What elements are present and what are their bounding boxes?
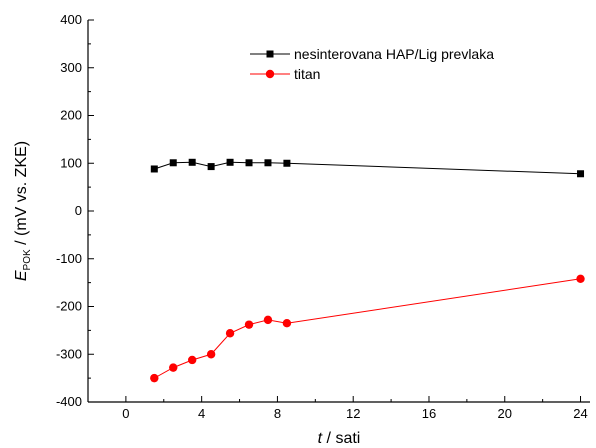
ticks: -400 -300 -200 -100 0 100 200 300 400 0 4 8 12 16 20 24 (56, 12, 588, 421)
data-point-circle (187, 355, 197, 365)
data-point-circle (225, 329, 235, 338)
series-group (150, 158, 585, 178)
y-tick-label: 200 (60, 108, 82, 123)
x-axis-title: t / sati (318, 430, 361, 447)
data-point-square (264, 159, 272, 167)
y-tick-label: 0 (75, 203, 82, 218)
data-point-square (207, 163, 215, 171)
y-tick-label: 100 (60, 155, 82, 170)
y-tick-label: 400 (60, 12, 82, 27)
x-axis-unit: / sati (322, 430, 360, 447)
data-point-square (577, 170, 585, 178)
y-tick-label: -100 (56, 251, 82, 266)
x-tick-label: 12 (346, 406, 360, 421)
data-point-circle (206, 350, 216, 359)
x-tick-label: 20 (498, 406, 512, 421)
series-layer (150, 158, 585, 383)
data-point-circle (244, 320, 254, 329)
legend: nesinterovana HAP/Lig prevlaka titan (250, 46, 494, 82)
y-axis-subscript: POK (22, 249, 33, 270)
x-tick-label: 4 (198, 406, 205, 421)
data-point-square (169, 159, 177, 167)
y-tick-label: 300 (60, 60, 82, 75)
data-point-square (226, 158, 234, 166)
legend-marker-circle (265, 69, 275, 79)
data-point-square (283, 159, 291, 167)
y-axis-symbol: E (13, 270, 30, 281)
y-tick-label: -300 (56, 346, 82, 361)
data-point-square (188, 158, 196, 166)
axes (87, 20, 590, 403)
series-line (154, 278, 581, 379)
data-point-square (150, 165, 158, 173)
data-point-square (245, 159, 253, 167)
series-line (154, 161, 581, 175)
y-axis-unit: / (mV vs. ZKE) (13, 141, 30, 249)
legend-item: titan (250, 66, 320, 82)
y-tick-label: -400 (56, 394, 82, 409)
x-tick-label: 8 (274, 406, 281, 421)
y-tick-label: -200 (56, 299, 82, 314)
data-point-circle (150, 373, 159, 383)
series-group (150, 274, 585, 383)
legend-marker-square (266, 50, 274, 58)
data-point-circle (282, 319, 292, 328)
legend-label: nesinterovana HAP/Lig prevlaka (294, 46, 494, 62)
data-point-circle (263, 315, 273, 325)
x-axis-symbol: t (318, 430, 323, 447)
legend-label: titan (294, 66, 320, 82)
x-tick-label: 16 (422, 406, 436, 421)
y-axis-title: EPOK / (mV vs. ZKE) (13, 141, 33, 281)
x-tick-label: 24 (573, 406, 587, 421)
data-point-circle (169, 363, 178, 372)
x-tick-label: 0 (122, 406, 129, 421)
legend-item: nesinterovana HAP/Lig prevlaka (250, 46, 494, 62)
data-point-circle (576, 274, 585, 284)
